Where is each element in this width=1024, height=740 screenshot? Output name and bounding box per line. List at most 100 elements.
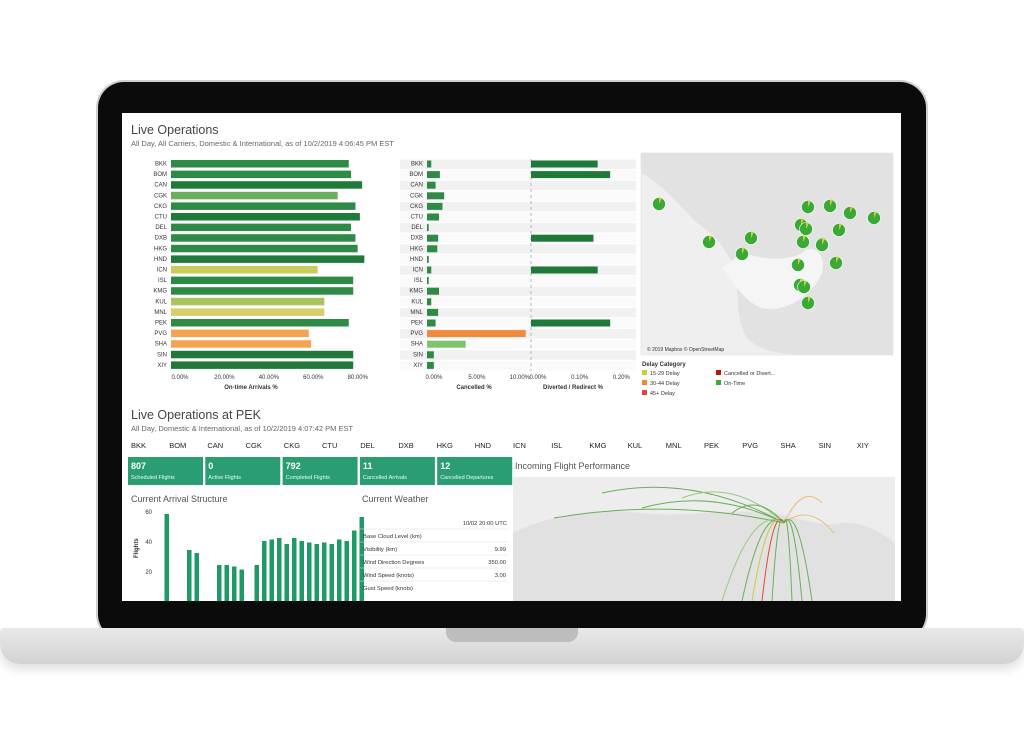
ontime-bar[interactable] (171, 329, 309, 338)
airport-tabs[interactable]: BKK BOM CAN CGK CKG CTU DEL DXB HKG HND ICN ISL KMG K… (131, 441, 869, 450)
cancel-bar[interactable] (427, 192, 445, 200)
kpi-label: Active Flights (208, 475, 241, 481)
ontime-bar[interactable] (171, 340, 311, 348)
ontime-bar[interactable] (171, 160, 349, 168)
arrival-bar[interactable] (307, 542, 312, 602)
airport-tab-cgk[interactable]: CGK (246, 441, 262, 450)
cancel-bar[interactable] (427, 308, 439, 316)
arrival-bar[interactable] (344, 541, 350, 601)
arrival-bar[interactable] (292, 538, 297, 601)
airport-tab-hkg[interactable]: HKG (437, 441, 453, 450)
arrival-bar[interactable] (337, 539, 342, 602)
divert-bar[interactable] (531, 266, 598, 274)
divert-bar[interactable] (531, 319, 611, 327)
cancel-bar[interactable] (427, 160, 432, 168)
airport-tab-sha[interactable]: SHA (780, 441, 795, 450)
arrival-bar[interactable] (262, 541, 267, 601)
cancel-bar[interactable] (427, 213, 440, 221)
airport-tab-mnl[interactable]: MNL (666, 441, 682, 450)
divert-bar[interactable] (531, 160, 598, 168)
cancel-bar[interactable] (427, 255, 429, 263)
ontime-bar[interactable] (171, 276, 354, 285)
arrival-bar[interactable] (352, 530, 357, 602)
cancel-bar[interactable] (427, 277, 429, 285)
arrival-bar[interactable] (224, 565, 230, 601)
cancel-bar[interactable] (427, 245, 438, 253)
airport-tab-can[interactable]: CAN (207, 441, 223, 450)
operations-map[interactable]: © 2019 Mapbox © OpenStreetMap (640, 152, 894, 356)
airport-tab-ctu[interactable]: CTU (322, 441, 337, 450)
ontime-bar[interactable] (171, 266, 318, 274)
cancel-category-label: PEK (411, 321, 423, 327)
ontime-bar[interactable] (171, 223, 351, 232)
arrival-bar[interactable] (277, 538, 282, 601)
airport-tab-bom[interactable]: BOM (169, 441, 186, 450)
ontime-bar[interactable] (171, 255, 365, 263)
airport-tab-xiy[interactable]: XIY (857, 441, 869, 450)
arrival-bar[interactable] (269, 539, 275, 602)
ontime-arrivals-chart[interactable]: BKK BOM CAN CGK CKG CTU DEL DXB HKG HND ICN ISL KMG K… (153, 160, 369, 391)
airport-tab-icn[interactable]: ICN (513, 441, 526, 450)
airport-tab-bkk[interactable]: BKK (131, 441, 146, 450)
cancel-bar[interactable] (427, 266, 432, 274)
cancel-bar[interactable] (427, 330, 526, 338)
cancel-bar[interactable] (427, 202, 443, 210)
airport-tab-hnd[interactable]: HND (475, 441, 492, 450)
arrival-bar[interactable] (359, 517, 365, 601)
airport-tab-kul[interactable]: KUL (628, 441, 643, 450)
divert-bar[interactable] (531, 234, 594, 242)
airport-tab-pvg[interactable]: PVG (742, 441, 758, 450)
ontime-bar[interactable] (171, 181, 363, 189)
arrival-bar[interactable] (314, 544, 320, 601)
arrival-bar[interactable] (322, 542, 327, 602)
ontime-bar[interactable] (171, 213, 360, 221)
arrival-tick-label: 60 (145, 510, 152, 516)
ontime-bar[interactable] (171, 244, 358, 253)
arrival-bar[interactable] (329, 544, 335, 601)
row-band (400, 212, 636, 222)
weather-row-label: Wind Speed (knots) (363, 573, 414, 579)
ontime-bar[interactable] (171, 361, 354, 369)
cancel-bar[interactable] (427, 181, 436, 189)
airport-tab-isl[interactable]: ISL (551, 441, 562, 450)
cancel-bar[interactable] (427, 298, 432, 306)
airport-tab-del[interactable]: DEL (360, 441, 375, 450)
incoming-flight-map[interactable] (513, 477, 895, 601)
cancelled-chart[interactable]: BKK BOM CAN CGK CKG CTU DEL DXB HKG HND ICN ISL KMG K… (400, 159, 636, 392)
cancel-bar[interactable] (427, 361, 434, 369)
ontime-bar[interactable] (171, 202, 356, 210)
arrival-structure-chart[interactable]: 20 40 60 Flights (134, 510, 364, 601)
cancel-bar[interactable] (427, 351, 434, 359)
cancel-bar[interactable] (427, 171, 440, 179)
ontime-bar[interactable] (171, 319, 349, 327)
arrival-bar[interactable] (194, 553, 200, 601)
airport-tab-sin[interactable]: SIN (819, 441, 832, 450)
arrival-bar[interactable] (299, 541, 305, 601)
diverted-chart[interactable]: 0.00% 0.10% 0.20% Diverted / Redirect % (529, 159, 631, 391)
ontime-bar[interactable] (171, 287, 354, 295)
cancel-bar[interactable] (427, 287, 440, 295)
airport-tab-pek[interactable]: PEK (704, 441, 719, 450)
cancel-bar[interactable] (427, 340, 466, 348)
arrival-bar[interactable] (254, 565, 260, 601)
arrival-bar[interactable] (239, 569, 245, 602)
ontime-bar[interactable] (171, 170, 351, 179)
airport-tab-kmg[interactable]: KMG (589, 441, 606, 450)
ontime-bar[interactable] (171, 191, 338, 200)
ontime-bar[interactable] (171, 308, 325, 316)
ontime-bar[interactable] (171, 234, 356, 242)
arrival-bar[interactable] (232, 566, 237, 602)
airport-tab-ckg[interactable]: CKG (284, 441, 300, 450)
arrival-bar[interactable] (284, 544, 290, 601)
arrival-bar[interactable] (217, 565, 222, 601)
ontime-bar[interactable] (171, 350, 354, 359)
divert-bar[interactable] (531, 171, 611, 179)
divert-axis-label: Diverted / Redirect % (543, 385, 604, 391)
arrival-bar[interactable] (164, 514, 170, 601)
cancel-bar[interactable] (427, 234, 439, 242)
ontime-bar[interactable] (171, 297, 325, 306)
cancel-bar[interactable] (427, 319, 436, 327)
arrival-bar[interactable] (187, 550, 192, 601)
cancel-bar[interactable] (427, 224, 429, 232)
airport-tab-dxb[interactable]: DXB (398, 441, 413, 450)
